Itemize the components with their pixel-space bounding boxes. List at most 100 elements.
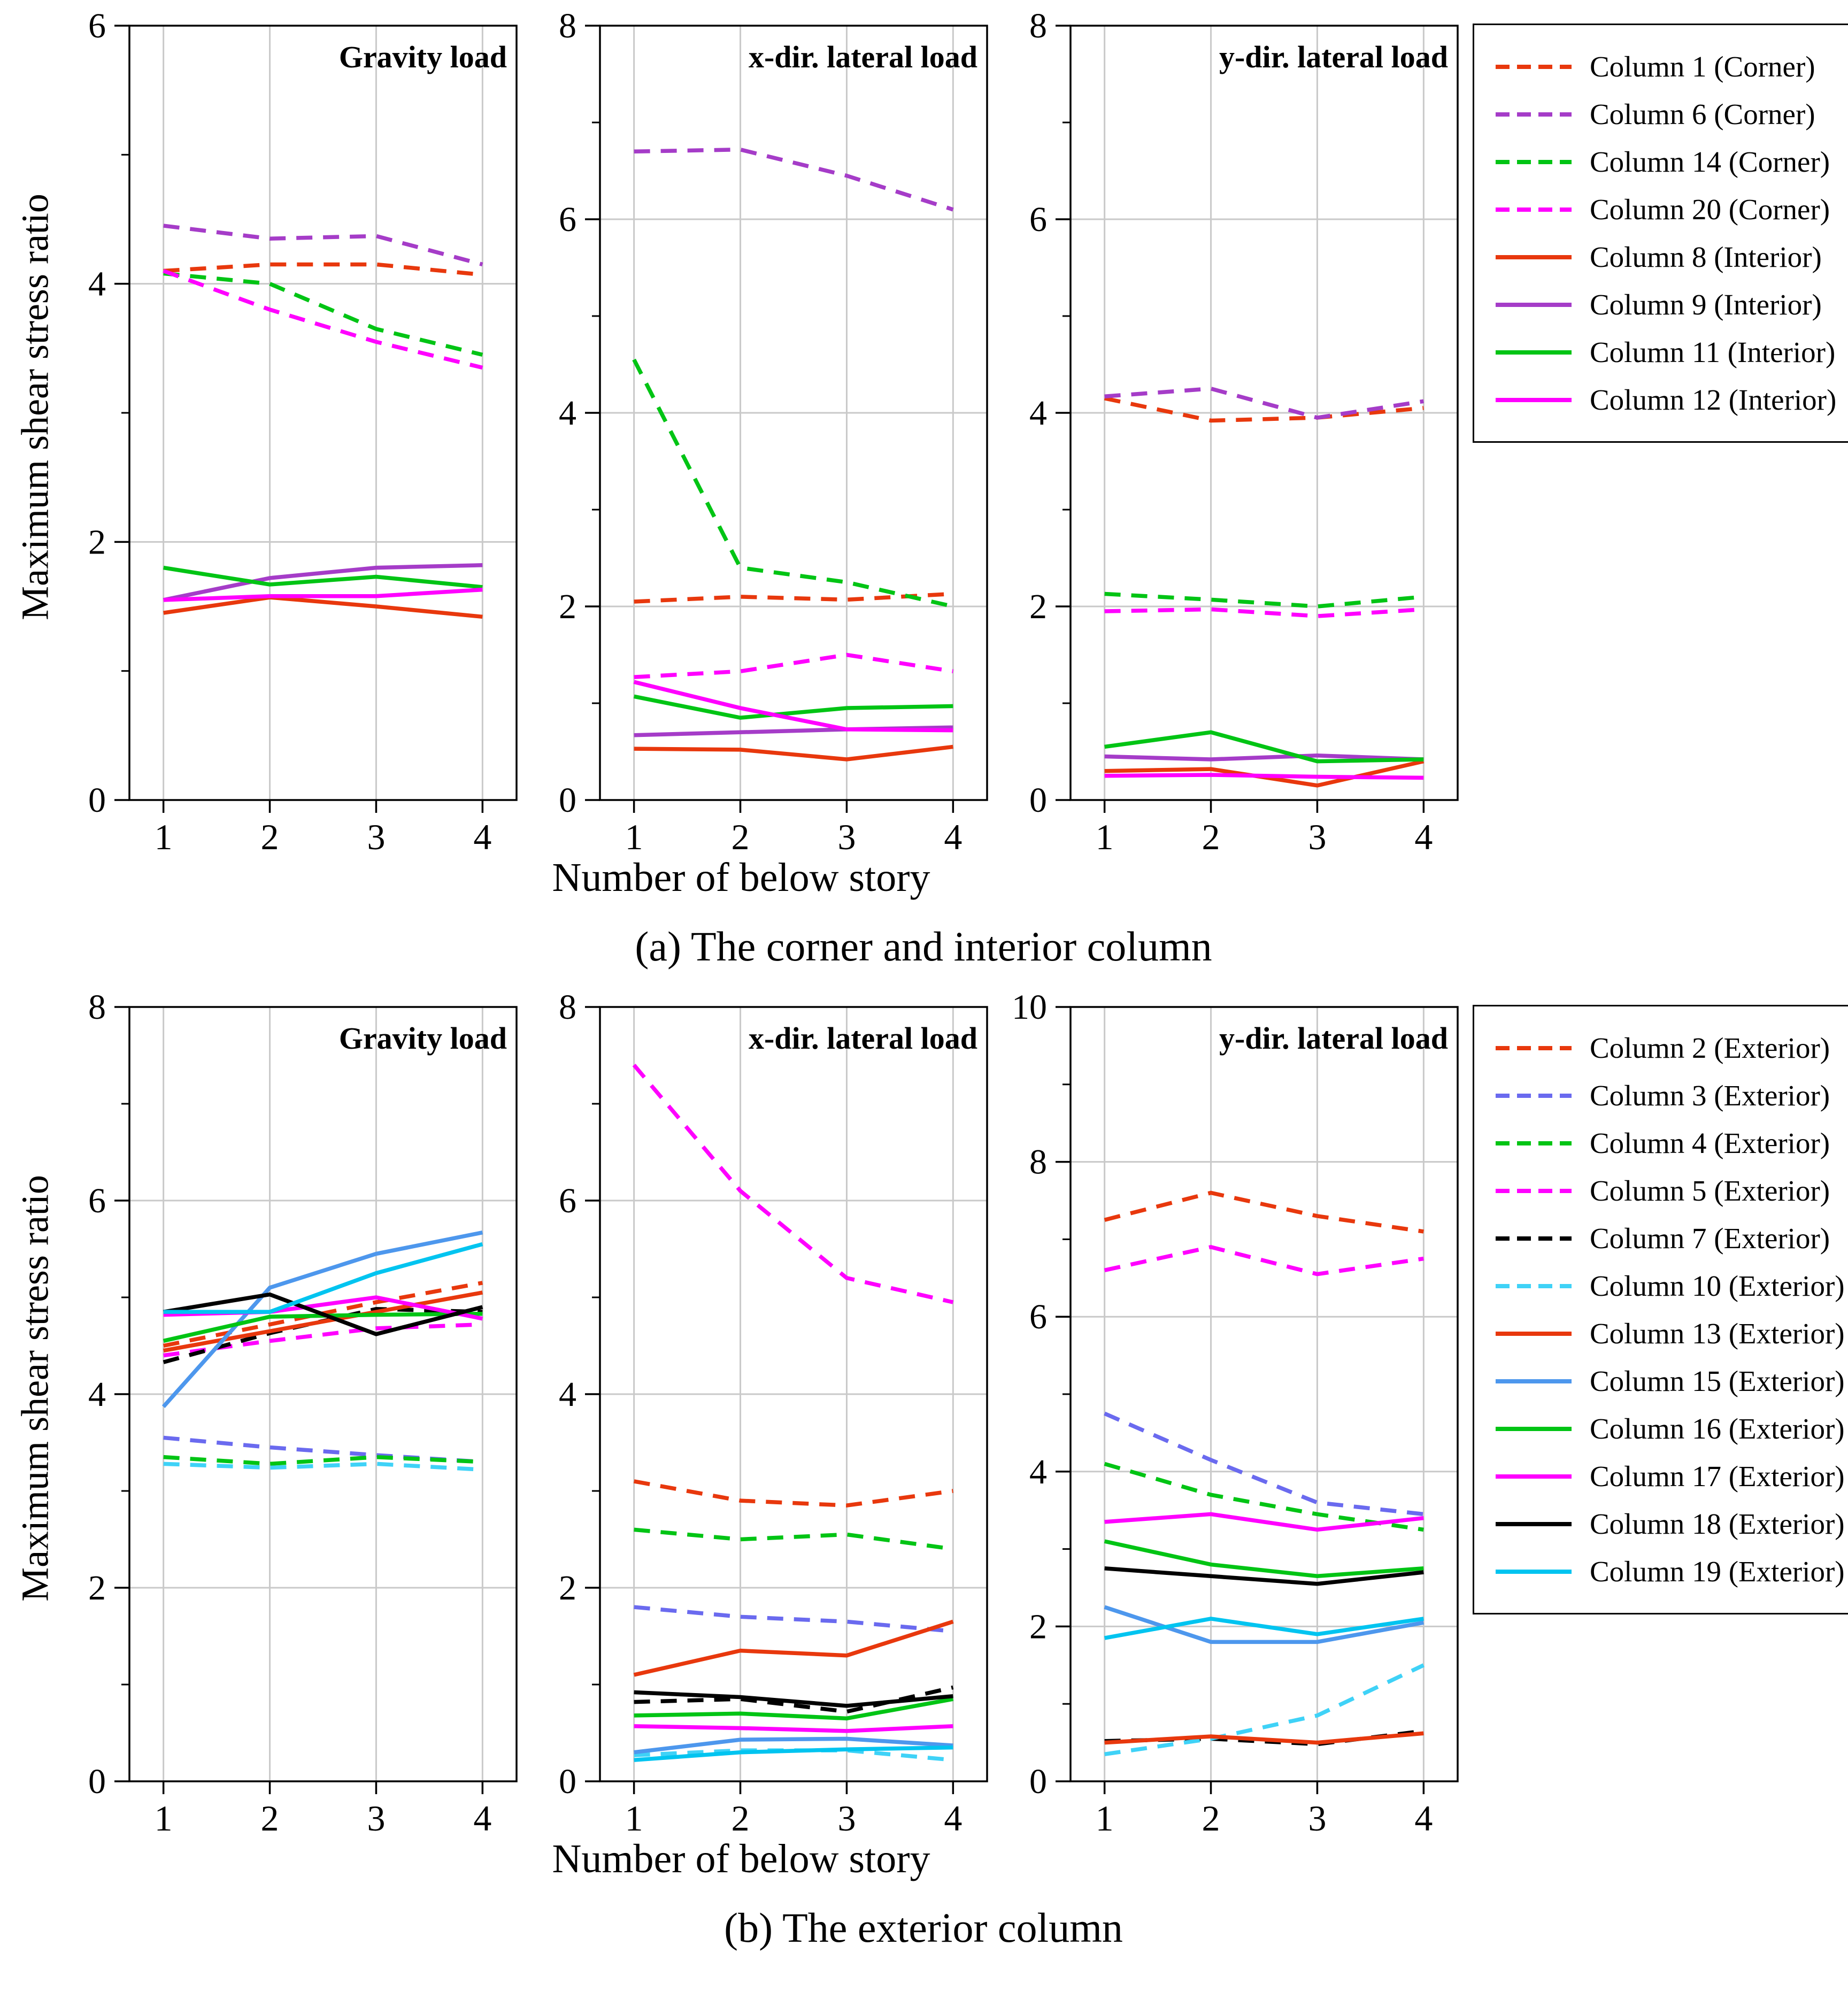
- series-line: [1104, 1566, 1424, 1586]
- legend-label: Column 2 (Exterior): [1590, 1032, 1830, 1064]
- svg-text:2: 2: [732, 1798, 750, 1834]
- svg-text:4: 4: [473, 817, 491, 852]
- svg-text:2: 2: [88, 1568, 106, 1608]
- svg-text:2: 2: [261, 1798, 279, 1834]
- svg-text:1: 1: [1096, 1798, 1114, 1834]
- legend-label: Column 3 (Exterior): [1590, 1079, 1830, 1112]
- legend-item: Column 1 (Corner): [1493, 50, 1836, 83]
- y-axis-label-box-a: Maximum shear stress ratio: [12, 14, 59, 800]
- legend-column-b: Column 2 (Exterior) Column 3 (Exterior) Co…: [1470, 995, 1848, 1614]
- svg-text:2: 2: [88, 522, 106, 562]
- svg-text:3: 3: [837, 1798, 856, 1834]
- chart-canvas: 0 2 4 6 8 1 2 3 4 x-dir. lateral load: [559, 6, 988, 857]
- series-line: [163, 565, 483, 589]
- svg-text:2: 2: [261, 817, 279, 852]
- x-axis-label-row-a: Number of below story: [12, 855, 1470, 901]
- svg-text:3: 3: [1308, 1798, 1326, 1834]
- legend-swatch-line: [1496, 1045, 1572, 1050]
- svg-text:8: 8: [1029, 1143, 1047, 1182]
- caption-b: (b) The exterior column: [724, 1904, 1123, 1951]
- legend-swatch-line: [1496, 159, 1572, 164]
- legend-label: Column 16 (Exterior): [1590, 1412, 1845, 1445]
- series-line: [1104, 396, 1424, 423]
- legend-swatch-line: [1496, 1093, 1572, 1098]
- svg-text:4: 4: [1029, 1452, 1047, 1491]
- svg-text:3: 3: [837, 817, 856, 852]
- series-line: [1104, 1190, 1424, 1234]
- series-line: [1104, 1411, 1424, 1517]
- legend-item: Column 19 (Exterior): [1493, 1555, 1845, 1588]
- chart-xdir-lateral-load-a: 0 2 4 6 8 1 2 3 4 x-dir. lateral load: [529, 6, 1000, 857]
- charts-row-b: 0 2 4 6 8 1 2 3 4 Gravity load 0 2 4 6 8 1 2 3 4 x-dir. la…: [59, 988, 1470, 1839]
- x-axis-label-b: Number of below story: [552, 1836, 930, 1881]
- charts-row-a: 0 2 4 6 1 2 3 4 Gravity load 0 2 4 6 8 1 2 3 4 x-dir. lat…: [59, 6, 1470, 857]
- legend-label: Column 20 (Corner): [1590, 193, 1830, 226]
- legend-label: Column 1 (Corner): [1590, 50, 1815, 83]
- series-line: [1104, 753, 1424, 762]
- legend-item: Column 2 (Exterior): [1493, 1031, 1845, 1065]
- svg-text:0: 0: [88, 1762, 106, 1801]
- svg-text:Gravity load: Gravity load: [339, 40, 507, 74]
- chart-gravity-load-a: 0 2 4 6 1 2 3 4 Gravity load: [59, 6, 529, 857]
- svg-text:6: 6: [88, 14, 106, 45]
- legend-item: Column 17 (Exterior): [1493, 1459, 1845, 1493]
- chart-ydir-lateral-load-b: 0 2 4 6 8 10 1 2 3 4 y-dir. lateral load: [1000, 988, 1470, 1839]
- series-line: [163, 563, 483, 602]
- series-line: [634, 1605, 953, 1634]
- svg-text:2: 2: [732, 817, 750, 852]
- svg-text:3: 3: [1308, 817, 1326, 852]
- legend-swatch-line: [1496, 207, 1572, 212]
- legend-swatch-line: [1496, 1521, 1572, 1526]
- legend-item: Column 14 (Corner): [1493, 145, 1836, 179]
- svg-text:4: 4: [1414, 1798, 1433, 1834]
- svg-text:Gravity load: Gravity load: [339, 1021, 507, 1056]
- series-line: [633, 680, 953, 733]
- series-line: [1104, 386, 1424, 420]
- series-line: [1104, 1731, 1424, 1745]
- legend-swatch-line: [1496, 1569, 1572, 1574]
- svg-text:y-dir. lateral load: y-dir. lateral load: [1219, 1021, 1448, 1056]
- svg-text:8: 8: [559, 995, 576, 1027]
- series-line: [1104, 1663, 1424, 1757]
- legend-label: Column 12 (Interior): [1590, 383, 1837, 416]
- svg-text:0: 0: [559, 1762, 576, 1801]
- series-line: [634, 591, 953, 604]
- chart-gravity-load-b: 0 2 4 6 8 1 2 3 4 Gravity load: [59, 988, 529, 1839]
- legend-item: Column 4 (Exterior): [1493, 1126, 1845, 1160]
- series-line: [1104, 1539, 1424, 1579]
- series-line: [634, 744, 953, 762]
- chart-canvas: 0 2 4 6 8 1 2 3 4 x-dir. lateral load: [559, 988, 988, 1839]
- svg-text:6: 6: [559, 200, 576, 239]
- legend-item: Column 10 (Exterior): [1493, 1269, 1845, 1303]
- legend-item: Column 3 (Exterior): [1493, 1079, 1845, 1112]
- legend-item: Column 16 (Exterior): [1493, 1412, 1845, 1445]
- series-line: [163, 1292, 483, 1336]
- svg-text:x-dir. lateral load: x-dir. lateral load: [749, 1021, 977, 1056]
- svg-text:0: 0: [88, 781, 106, 820]
- svg-text:4: 4: [1029, 394, 1047, 433]
- legend-item: Column 5 (Exterior): [1493, 1174, 1845, 1208]
- legend-a: Column 1 (Corner) Column 6 (Corner) Column…: [1473, 24, 1848, 443]
- legend-label: Column 8 (Interior): [1590, 241, 1822, 273]
- legend-item: Column 18 (Exterior): [1493, 1507, 1845, 1541]
- y-axis-label-b: Maximum shear stress ratio: [13, 1175, 57, 1602]
- series-line: [163, 1455, 483, 1466]
- legend-label: Column 15 (Exterior): [1590, 1365, 1845, 1397]
- legend-swatch-line: [1496, 64, 1572, 69]
- legend-label: Column 11 (Interior): [1590, 336, 1836, 368]
- svg-text:4: 4: [473, 1798, 491, 1834]
- chart-ydir-lateral-load-a: 0 2 4 6 8 1 2 3 4 y-dir. lateral load: [1000, 6, 1470, 857]
- legend-column-a: Column 1 (Corner) Column 6 (Corner) Column…: [1470, 14, 1848, 443]
- svg-text:4: 4: [1414, 817, 1433, 852]
- svg-text:6: 6: [1029, 200, 1047, 239]
- legend-label: Column 4 (Exterior): [1590, 1127, 1830, 1159]
- legend-item: Column 15 (Exterior): [1493, 1364, 1845, 1398]
- series-line: [634, 147, 954, 212]
- legend-swatch-line: [1496, 302, 1572, 307]
- series-line: [163, 595, 483, 619]
- legend-label: Column 13 (Exterior): [1590, 1317, 1845, 1350]
- y-axis-label-box-b: Maximum shear stress ratio: [12, 995, 59, 1781]
- svg-text:0: 0: [1029, 781, 1047, 820]
- series-line: [634, 1724, 953, 1733]
